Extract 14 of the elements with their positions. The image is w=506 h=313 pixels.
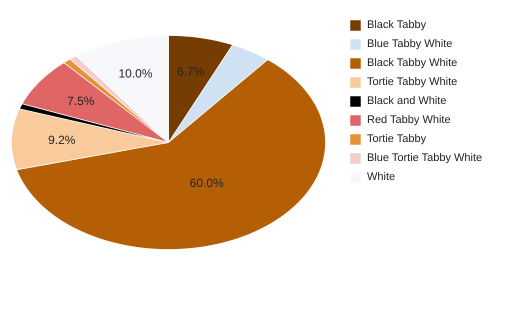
legend-label: Black and White bbox=[367, 95, 446, 107]
legend-label: Red Tabby White bbox=[367, 114, 451, 126]
legend-label: Blue Tabby White bbox=[367, 38, 452, 50]
legend-label: Blue Tortie Tabby White bbox=[367, 152, 482, 164]
legend-label: Tortie Tabby White bbox=[367, 76, 458, 88]
data-label: 10.0% bbox=[118, 66, 153, 80]
data-label: 60.0% bbox=[190, 176, 224, 190]
legend-label: White bbox=[367, 171, 396, 183]
data-label: 9.2% bbox=[48, 133, 76, 148]
data-label: 6.7% bbox=[177, 64, 205, 78]
legend-label: Tortie Tabby bbox=[367, 133, 426, 145]
data-label: 7.5% bbox=[67, 94, 95, 108]
legend-label: Black Tabby White bbox=[367, 57, 458, 69]
legend-label: Black Tabby bbox=[367, 19, 426, 31]
